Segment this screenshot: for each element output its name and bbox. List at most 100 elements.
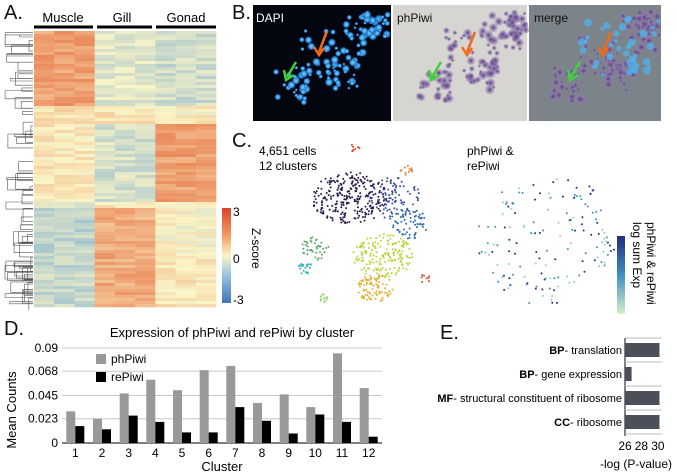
bar-repiwi: [262, 420, 271, 443]
go-x-tick-label: 26: [618, 439, 632, 453]
bar-repiwi: [368, 436, 378, 443]
microscopy-images: DAPI phPiwi merge: [253, 5, 661, 121]
go-term-labels: BP- translation BP- gene expression MF- st…: [437, 345, 622, 429]
green-arrow-dapi: [285, 61, 298, 78]
y-tick-label: 0.09: [35, 341, 59, 355]
y-tick-label: 0.068: [28, 364, 58, 378]
colorbar-title: Z-score: [249, 228, 263, 269]
expression-colorbar: [617, 236, 625, 314]
x-tick-label: 11: [336, 446, 349, 460]
go-term-label: CC- ribosome: [554, 417, 622, 429]
go-x-ticks: 26 28 30: [618, 439, 665, 453]
muscle-label: Muscle: [42, 10, 83, 25]
colorbar-tick-high: 3: [233, 205, 240, 219]
green-arrow-merge: [569, 61, 582, 78]
x-tick-label: 6: [205, 446, 212, 460]
green-arrowhead-dapi: [282, 69, 295, 83]
go-bar: [625, 391, 660, 405]
bar-repiwi: [182, 432, 191, 443]
go-bar: [625, 343, 660, 357]
colorbar-tick-low: -3: [233, 293, 244, 307]
bar-repiwi: [235, 407, 245, 443]
go-enrichment-chart: BP- translation BP- gene expression MF- st…: [437, 337, 672, 471]
merge-overlay: [548, 8, 661, 105]
heatmap-figure: Muscle Gill Gonad 3 0 -3 Z-score: [4, 10, 263, 310]
cells-count-caption: 4,651 cells: [259, 144, 316, 158]
x-tick-label: 5: [179, 446, 186, 460]
panel-b-label: B.: [232, 2, 251, 24]
green-arrowhead-merge: [566, 69, 579, 83]
legend: phPiwi rePiwi: [96, 352, 146, 384]
x-tick-label: 12: [362, 446, 376, 460]
overlay-caption-line1: phPiwi &: [467, 144, 514, 158]
colorbar-tick-zero: 0: [233, 252, 240, 266]
overlay-caption-line2: rePiwi: [467, 159, 500, 173]
x-axis-label: Cluster: [201, 459, 243, 474]
panel-a-label: A.: [4, 2, 23, 24]
dapi-nuclei: [272, 10, 392, 106]
bar-phpiwi: [146, 379, 156, 443]
orange-arrowhead-merge: [596, 46, 610, 58]
cluster-bar-chart: Expression of phPiwi and rePiwi by clust…: [4, 325, 382, 474]
umap-figure: 4,651 cells 12 clusters phPiwi & rePiwi …: [259, 143, 658, 314]
gridlines: [62, 347, 382, 444]
y-axis-label: Mean Counts: [4, 371, 19, 449]
phpiwi-stain: [415, 9, 530, 104]
umap-clusters: [297, 143, 431, 304]
gonad-label: Gonad: [166, 10, 205, 25]
chart-title: Expression of phPiwi and rePiwi by clust…: [110, 325, 355, 340]
expression-heatmap: [34, 31, 217, 308]
go-bars: [625, 343, 660, 429]
bar-phpiwi: [306, 407, 316, 443]
go-term-label: BP- gene expression: [519, 369, 622, 381]
bar-phpiwi: [93, 418, 102, 443]
merge-label: merge: [534, 11, 568, 25]
go-bar: [625, 415, 660, 429]
bar-repiwi: [288, 433, 298, 443]
bar-repiwi: [75, 426, 85, 443]
orange-arrow-dapi: [317, 30, 329, 53]
bar-phpiwi: [199, 370, 209, 443]
clusters-count-caption: 12 clusters: [259, 159, 317, 173]
bar-phpiwi: [253, 402, 262, 443]
bar-phpiwi: [333, 353, 342, 443]
phpiwi-label: phPiwi: [397, 11, 432, 25]
orange-arrowhead-dapi: [312, 46, 326, 58]
legend-label-repiwi: rePiwi: [111, 370, 144, 384]
bar-phpiwi: [119, 393, 129, 443]
colorbar-title-line2: phPiwi & rePiwi: [644, 222, 658, 305]
bar-repiwi: [102, 429, 111, 443]
orange-arrow-phpiwi: [465, 31, 477, 53]
colorbar-title-line1: log sum Exp: [630, 222, 644, 288]
x-tick-label: 1: [72, 446, 79, 460]
gill-label: Gill: [113, 10, 132, 25]
zscore-colorbar: [222, 208, 231, 303]
x-tick-label: 7: [232, 446, 239, 460]
bar-phpiwi: [226, 365, 236, 443]
bar-phpiwi: [359, 388, 369, 443]
x-tick-label: 4: [152, 446, 159, 460]
legend-swatch-phpiwi: [96, 354, 106, 364]
legend-label-phpiwi: phPiwi: [111, 352, 146, 366]
go-x-tick-label: 28: [635, 439, 649, 453]
panel-e-label: E.: [440, 322, 459, 344]
bar-phpiwi: [173, 390, 182, 443]
y-tick-label: 0.045: [28, 389, 58, 403]
dapi-image: [253, 5, 391, 121]
panel-c-label: C.: [232, 130, 252, 152]
panel-d-label: D.: [4, 318, 24, 340]
go-x-axis-label: -log (P-value): [600, 457, 672, 471]
green-arrow-phpiwi: [430, 61, 443, 78]
bar-phpiwi: [279, 394, 289, 443]
bars: [66, 353, 378, 443]
go-bar: [625, 367, 632, 381]
orange-arrowhead-phpiwi: [460, 46, 474, 58]
bar-phpiwi: [66, 411, 76, 443]
go-x-tick-label: 30: [651, 439, 665, 453]
orange-arrow-merge: [601, 31, 613, 53]
bar-repiwi: [342, 421, 351, 443]
x-tick-label: 2: [99, 446, 106, 460]
go-term-label: BP- translation: [549, 345, 622, 357]
legend-swatch-repiwi: [96, 372, 106, 382]
